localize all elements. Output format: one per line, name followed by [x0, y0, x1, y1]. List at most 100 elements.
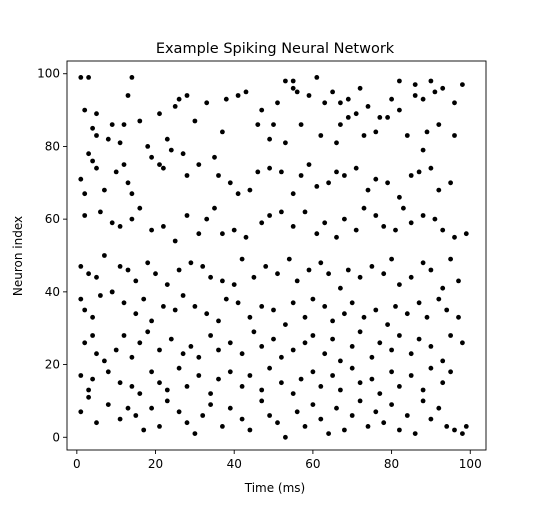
y-tick-label: 100 — [37, 67, 60, 81]
spike-point — [345, 96, 351, 102]
spike-point — [172, 307, 178, 313]
spike-point — [330, 318, 335, 324]
spike-point — [231, 227, 237, 233]
spike-point — [90, 314, 95, 320]
spike-point — [377, 340, 383, 346]
spike-point — [416, 300, 422, 306]
spike-point — [216, 347, 221, 353]
spike-point — [404, 133, 410, 138]
spike-point — [121, 333, 127, 338]
y-tick-label: 80 — [45, 139, 60, 153]
spike-point — [259, 398, 265, 404]
spike-point — [239, 256, 245, 262]
spike-point — [157, 111, 162, 117]
spike-point — [298, 376, 304, 382]
spike-point — [172, 238, 178, 244]
spike-point — [255, 122, 261, 127]
spike-point — [440, 380, 446, 386]
spike-point — [180, 151, 186, 157]
spike-point — [365, 104, 371, 109]
spike-point — [444, 424, 450, 429]
spike-point — [397, 384, 402, 389]
spike-point — [330, 89, 335, 95]
spike-point — [164, 282, 170, 287]
spike-point — [94, 274, 99, 280]
spike-point — [113, 169, 119, 175]
spike-point — [227, 180, 233, 186]
spike-point — [102, 187, 107, 193]
spike-point — [306, 267, 312, 273]
spike-point — [117, 140, 123, 146]
spike-point — [192, 431, 198, 436]
spike-point — [164, 398, 170, 404]
spike-point — [109, 289, 115, 295]
spike-point — [259, 304, 265, 309]
spike-point — [404, 413, 410, 418]
spike-point — [290, 191, 296, 197]
x-axis-label: Time (ms) — [244, 481, 306, 495]
spike-point — [330, 373, 335, 378]
spike-point — [369, 264, 375, 269]
y-axis-label: Neuron index — [11, 216, 25, 296]
spike-point — [381, 224, 387, 229]
spike-point — [389, 96, 394, 102]
spike-point — [322, 351, 328, 357]
spike-point — [428, 365, 434, 371]
spike-point — [283, 140, 288, 146]
spike-point — [397, 194, 402, 200]
spike-point — [420, 96, 426, 102]
spike-point — [377, 391, 383, 396]
spike-point — [342, 173, 347, 178]
spike-point — [420, 398, 426, 404]
spike-point — [90, 333, 95, 338]
spike-point — [117, 224, 123, 229]
spike-point — [412, 431, 418, 436]
spike-point — [283, 322, 288, 327]
spike-point — [385, 115, 390, 120]
spike-point — [149, 154, 155, 160]
spike-point — [440, 227, 446, 233]
spike-point — [408, 220, 414, 226]
spike-point — [251, 329, 257, 335]
spike-point — [247, 314, 253, 320]
spike-point — [98, 209, 103, 215]
spike-point — [161, 224, 166, 229]
spike-point — [227, 405, 233, 411]
spike-point — [349, 300, 355, 306]
spike-point — [86, 387, 91, 393]
spike-point — [86, 75, 91, 80]
spike-point — [361, 133, 367, 138]
spike-point — [149, 369, 155, 375]
spike-point — [78, 296, 84, 302]
spike-point — [220, 231, 225, 237]
spike-point — [157, 347, 162, 353]
spike-point — [102, 253, 107, 258]
spike-point — [290, 300, 296, 306]
spike-point — [428, 344, 434, 349]
spike-point — [137, 340, 143, 346]
spike-point — [365, 187, 371, 193]
spike-point — [200, 264, 206, 269]
spike-point — [345, 115, 351, 120]
spike-point — [452, 427, 457, 433]
spike-point — [223, 296, 229, 302]
spike-point — [424, 314, 430, 320]
spike-point — [271, 307, 276, 313]
spike-point — [290, 85, 296, 91]
spike-point — [90, 376, 95, 382]
spike-point — [322, 220, 328, 226]
spike-point — [220, 278, 225, 284]
spike-point — [82, 213, 88, 218]
spike-point — [448, 333, 453, 338]
x-tick-label: 0 — [73, 457, 81, 471]
spike-point — [275, 420, 280, 426]
y-tick-label: 0 — [52, 430, 60, 444]
spike-point — [267, 213, 272, 218]
spike-point — [408, 274, 414, 280]
spike-point — [338, 387, 343, 393]
spike-point — [133, 413, 139, 418]
spike-point — [267, 136, 272, 142]
spike-point — [279, 209, 284, 215]
spike-point — [208, 274, 214, 280]
spike-point — [129, 191, 135, 197]
